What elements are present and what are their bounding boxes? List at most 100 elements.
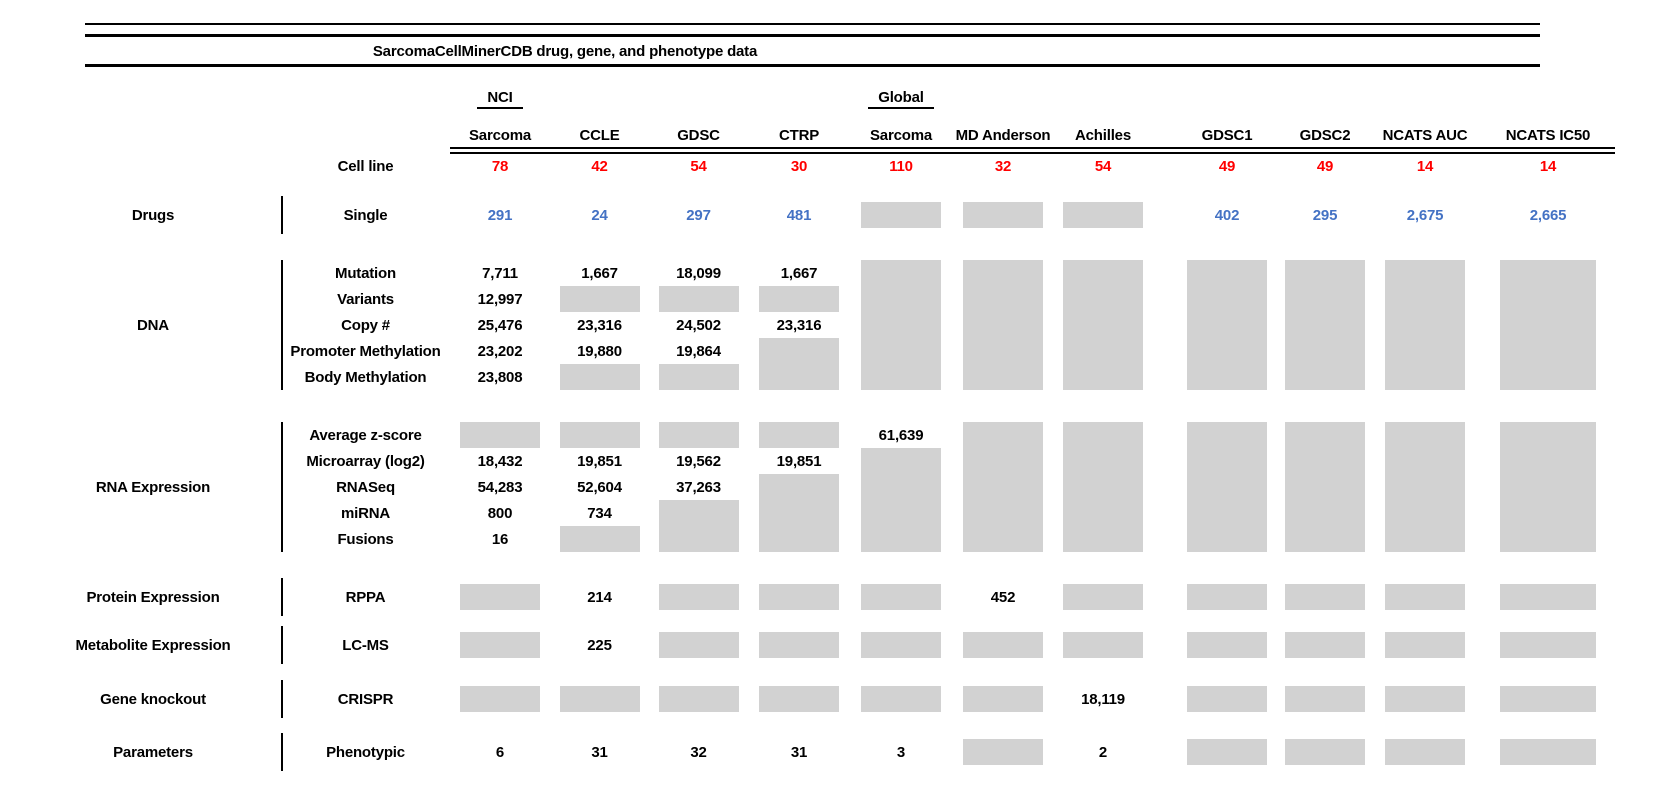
column-gap — [1152, 584, 1177, 610]
missing-data-box — [759, 500, 839, 526]
data-cell — [952, 364, 1054, 390]
data-cell: 61,639 — [850, 422, 952, 448]
data-cell: 14 — [1477, 153, 1619, 179]
column-gap — [1152, 114, 1177, 147]
missing-data-box — [1385, 260, 1465, 286]
data-cell — [952, 526, 1054, 552]
section-gene-knockout: Gene knockout CRISPR 18,119 — [0, 680, 1619, 718]
data-cell: 23,808 — [450, 364, 550, 390]
column-gap — [1152, 448, 1177, 474]
data-cell: 225 — [550, 632, 649, 658]
data-cell — [1477, 686, 1619, 712]
data-cell — [850, 260, 952, 286]
column-header-cell: GDSC2 — [1277, 114, 1373, 147]
data-cell: 23,316 — [748, 312, 850, 338]
data-cell: 54 — [649, 153, 748, 179]
data-cell — [952, 739, 1054, 765]
cell-value: 23,202 — [477, 342, 523, 360]
table-row: LC-MS 225 — [281, 632, 1619, 658]
data-cell — [1477, 739, 1619, 765]
data-cell: 2,675 — [1373, 202, 1477, 228]
missing-data-box — [559, 286, 640, 312]
missing-data-box — [658, 422, 739, 448]
column-group-header-row: NCI Global — [281, 86, 1669, 112]
data-cell — [850, 286, 952, 312]
column-header-label: GDSC2 — [1299, 127, 1351, 144]
missing-data-box — [1500, 260, 1596, 286]
column-header-cell: MD Anderson — [952, 114, 1054, 147]
missing-data-box — [1500, 422, 1596, 448]
cell-value: 297 — [686, 206, 711, 224]
cell-value: 49 — [1218, 157, 1236, 175]
data-cell — [1177, 739, 1277, 765]
data-cell: 42 — [550, 153, 649, 179]
missing-data-box — [861, 500, 941, 526]
category-divider-line — [281, 422, 283, 552]
data-cell — [952, 338, 1054, 364]
data-cell — [1054, 260, 1152, 286]
data-cell — [952, 312, 1054, 338]
data-cell — [748, 584, 850, 610]
data-cell: 32 — [649, 739, 748, 765]
cell-value: 452 — [990, 588, 1016, 606]
data-cell: 37,263 — [649, 474, 748, 500]
column-header-cell: GDSC — [649, 114, 748, 147]
data-cell — [952, 422, 1054, 448]
column-gap — [1152, 260, 1177, 286]
data-cell — [1177, 260, 1277, 286]
missing-data-box — [1063, 260, 1143, 286]
missing-data-box — [963, 474, 1043, 500]
data-cell — [1177, 338, 1277, 364]
missing-data-box — [963, 202, 1043, 228]
data-cell — [550, 686, 649, 712]
missing-data-box — [759, 632, 839, 658]
table-row: Single 291 24 297 481 402 295 2,675 2,665 — [281, 202, 1619, 228]
data-cell — [748, 286, 850, 312]
cell-value: 23,316 — [776, 316, 822, 334]
table-row: Promoter Methylation 23,202 19,880 19,864 — [281, 338, 1619, 364]
missing-data-box — [1187, 474, 1267, 500]
missing-data-box — [861, 526, 941, 552]
missing-data-box — [861, 632, 941, 658]
data-cell — [1054, 474, 1152, 500]
empty-cell — [281, 114, 450, 147]
row-label: Copy # — [341, 316, 390, 334]
missing-data-box — [759, 474, 839, 500]
data-cell — [1373, 448, 1477, 474]
data-cell — [1477, 338, 1619, 364]
data-cell — [952, 448, 1054, 474]
data-cell — [952, 474, 1054, 500]
data-cell — [1477, 474, 1619, 500]
missing-data-box — [1285, 474, 1365, 500]
data-cell — [1054, 286, 1152, 312]
data-cell — [649, 686, 748, 712]
category-divider-line — [281, 733, 283, 771]
missing-data-box — [1385, 286, 1465, 312]
missing-data-box — [1187, 584, 1267, 610]
data-cell — [1054, 448, 1152, 474]
data-cell — [1177, 526, 1277, 552]
data-cell: 2,665 — [1477, 202, 1619, 228]
column-header-label: GDSC1 — [1201, 127, 1253, 144]
column-gap — [1152, 474, 1177, 500]
category-divider-line — [281, 680, 283, 718]
data-cell — [748, 338, 850, 364]
cell-value: 42 — [591, 157, 608, 175]
missing-data-box — [1500, 474, 1596, 500]
cell-value: 295 — [1312, 206, 1338, 224]
data-cell: 7,711 — [450, 260, 550, 286]
column-gap — [1152, 632, 1177, 658]
data-cell: 19,864 — [649, 338, 748, 364]
missing-data-box — [658, 632, 739, 658]
group-header-cell — [748, 86, 850, 112]
missing-data-box — [460, 632, 540, 658]
column-header-label: MD Anderson — [955, 127, 1051, 144]
missing-data-box — [1385, 632, 1465, 658]
missing-data-box — [861, 584, 941, 610]
data-cell — [850, 312, 952, 338]
missing-data-box — [460, 584, 540, 610]
column-header-label: Achilles — [1075, 127, 1131, 144]
missing-data-box — [861, 260, 941, 286]
cell-value: 24,502 — [676, 316, 721, 334]
cell-value: 16 — [491, 530, 509, 548]
